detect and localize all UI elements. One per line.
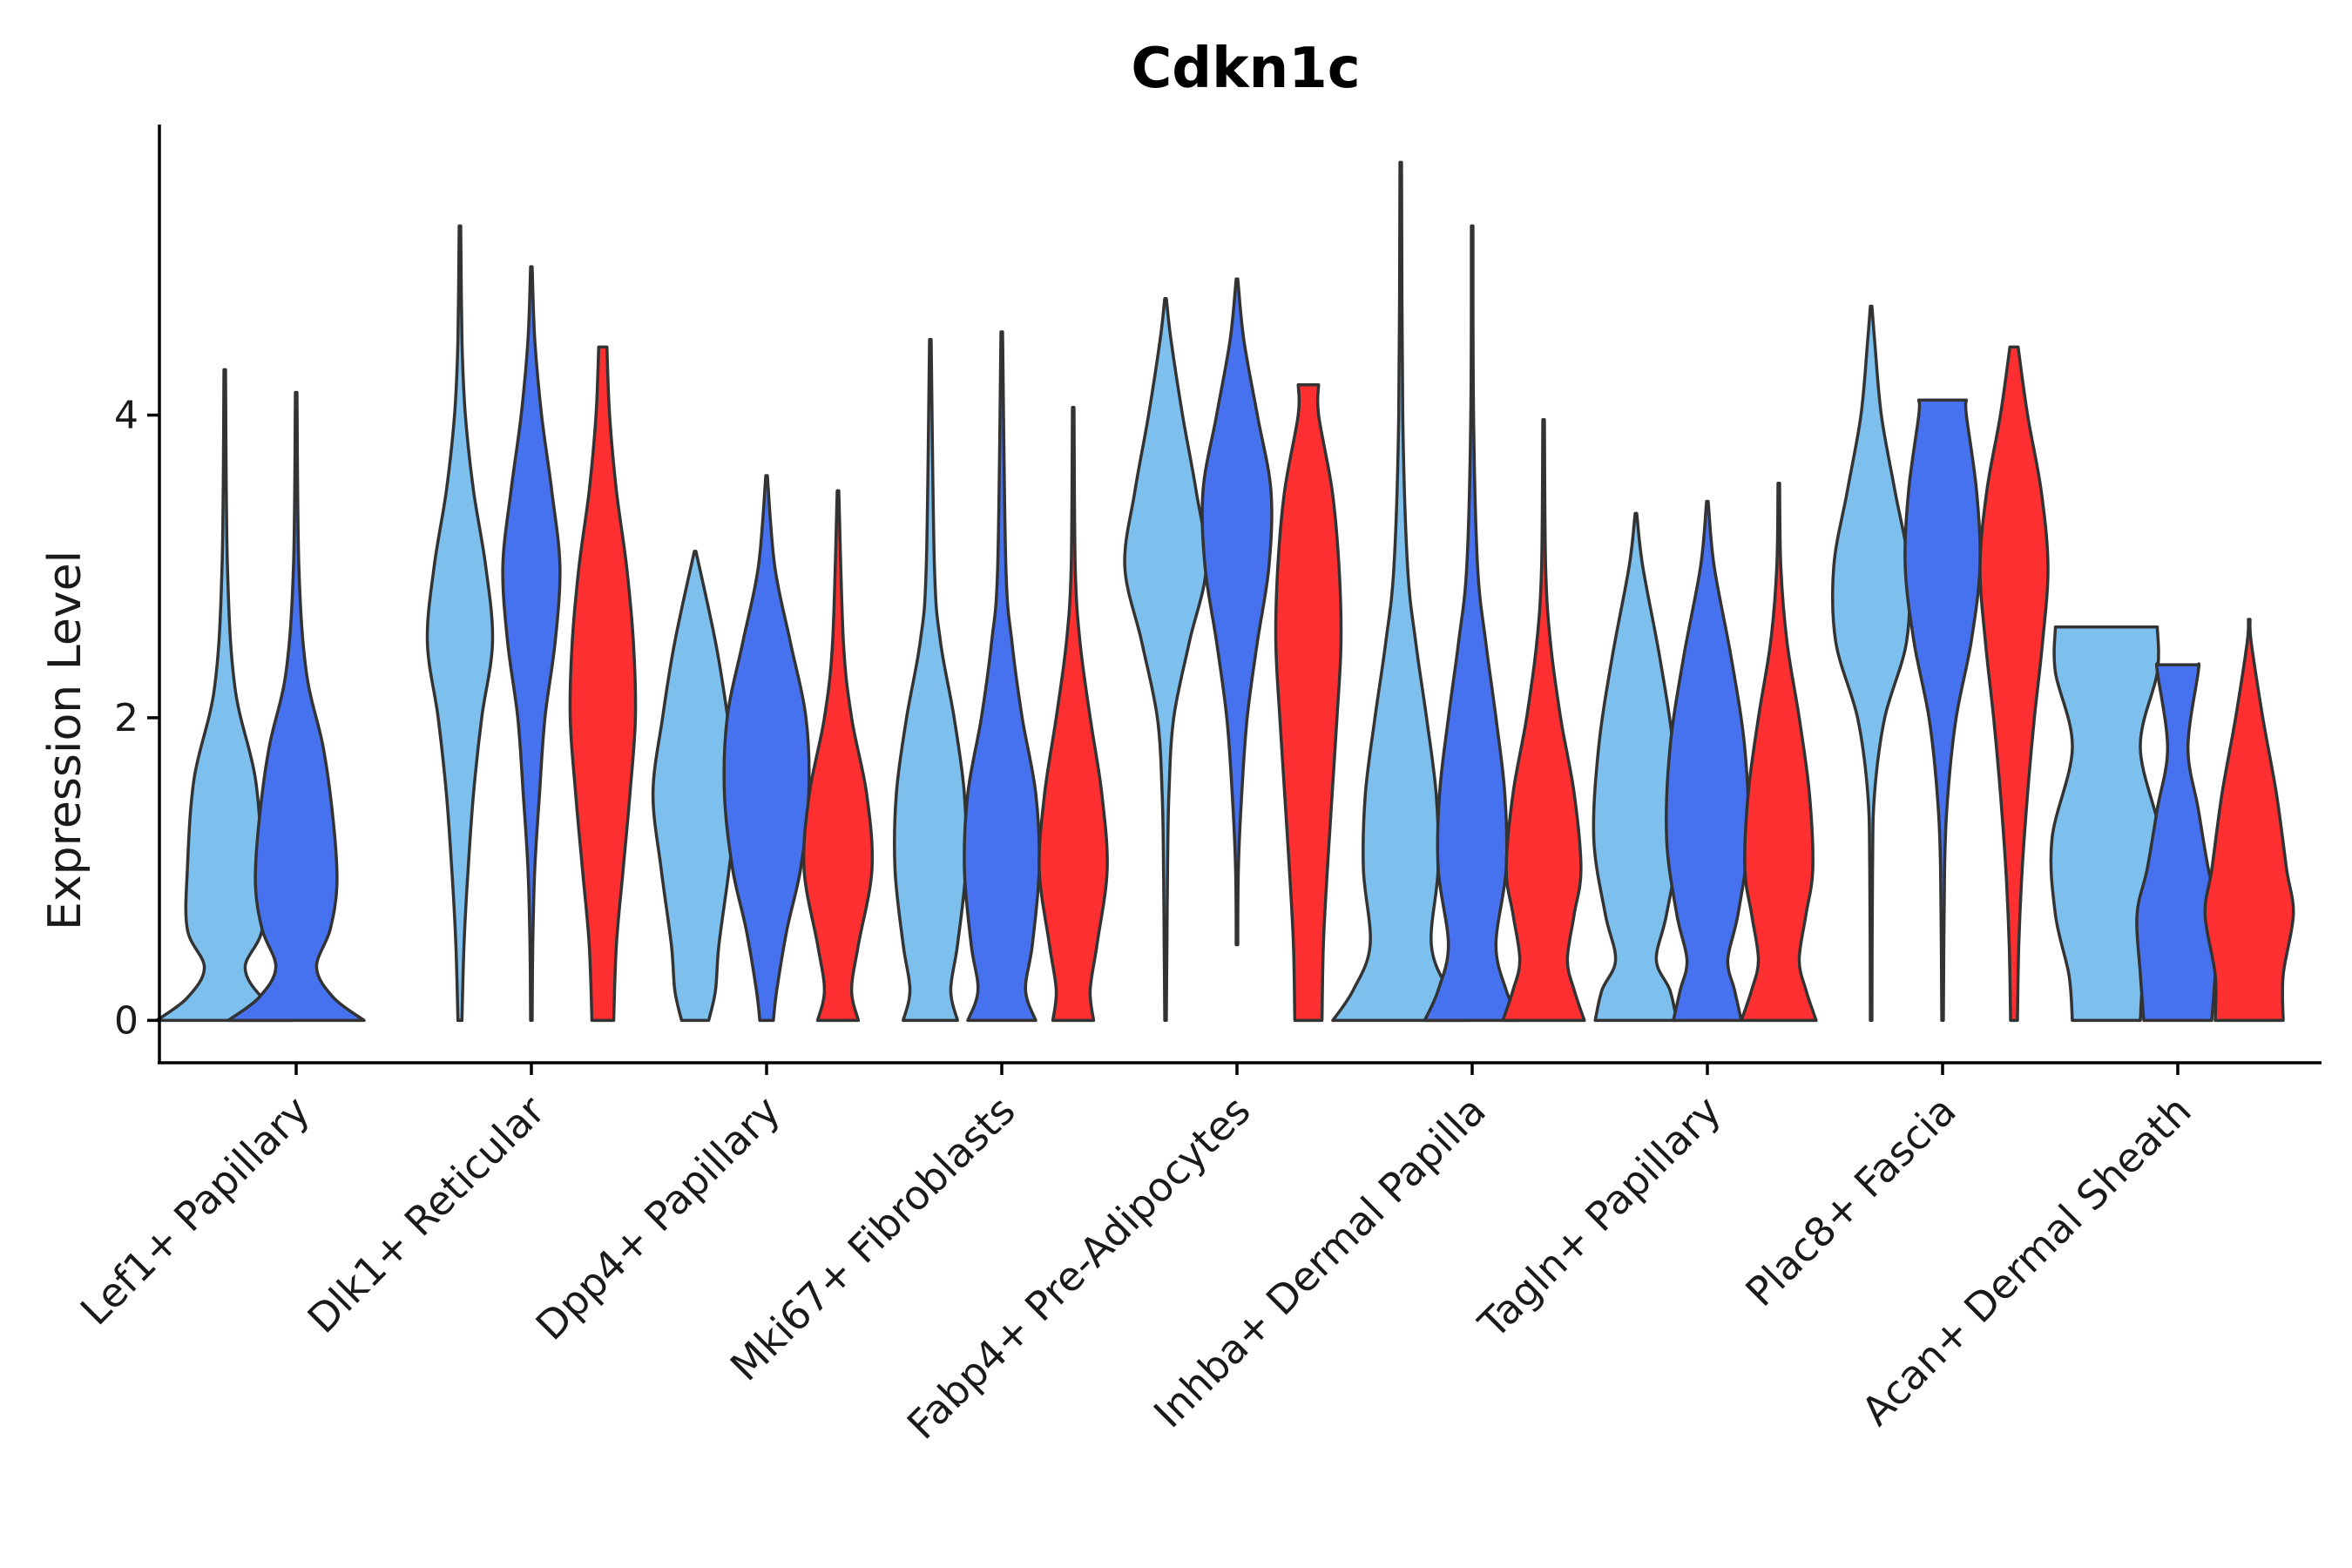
violin-3-5 [1274,383,1343,1023]
y-tick-label: 2 [114,696,139,740]
x-tick-label: Tagln+ Papillary [1469,1087,1730,1348]
violin-1-8 [1830,304,1912,1023]
violin-3-6 [1501,417,1586,1023]
x-tick-label: Lef1+ Papillary [71,1087,319,1335]
violin-2-6 [1423,224,1522,1023]
violin-3-9 [2203,618,2295,1023]
violin-3-3 [801,489,875,1023]
violin-3-7 [1740,481,1818,1023]
violin-2-7 [1665,499,1750,1023]
x-tick-label: Plac8+ Fascia [1736,1087,1964,1315]
y-ticks: 0 2 4 [114,394,159,1043]
violin-2-1 [226,390,366,1023]
violin-3-2 [568,345,638,1023]
violin-2-2 [501,265,562,1023]
violin-1-4 [893,337,968,1023]
violin-2-5 [1200,277,1274,947]
violin-3-8 [1978,345,2050,1023]
violin-3-4 [1037,406,1109,1023]
y-tick-label: 4 [114,394,139,438]
x-tick-label: Dlk1+ Reticular [299,1087,554,1342]
violin-1-5 [1123,297,1208,1023]
x-tick-label: Dpp4+ Papillary [527,1087,789,1349]
chart-title: Cdkn1c [1131,37,1360,101]
violin-1-3 [651,550,740,1023]
y-axis-label: Expression Level [39,551,91,930]
axes [158,125,2322,1064]
violin-2-8 [1903,398,1982,1023]
violin-2-3 [722,474,811,1023]
violin-layer [155,160,2295,1023]
violin-1-2 [425,224,495,1023]
violin-1-7 [1592,511,1680,1023]
violin-2-4 [963,330,1041,1023]
y-tick-label: 0 [114,998,139,1043]
